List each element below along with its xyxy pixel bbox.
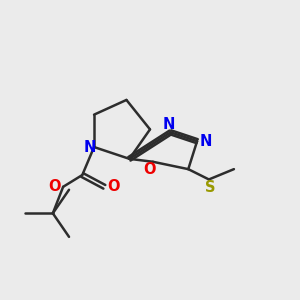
Text: N: N xyxy=(199,134,212,149)
Text: N: N xyxy=(163,117,175,132)
Text: O: O xyxy=(107,179,119,194)
Text: S: S xyxy=(205,180,216,195)
Text: O: O xyxy=(144,162,156,177)
Text: O: O xyxy=(49,179,61,194)
Text: N: N xyxy=(83,140,96,154)
